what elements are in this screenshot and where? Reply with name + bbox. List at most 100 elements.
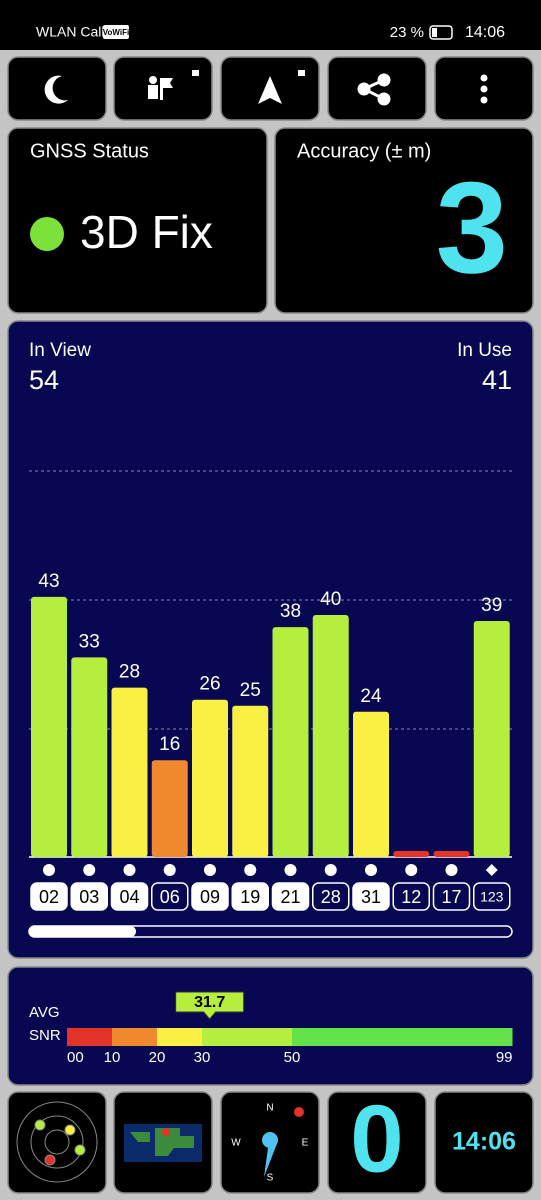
snr-panel [7,966,534,1086]
snr-bar [111,687,148,857]
compass-e: E [302,1138,309,1149]
sat-marker [204,864,216,876]
in-use-count: 41 [482,365,512,395]
scale-tick-label: 00 [67,1049,84,1066]
snr-bar [232,705,269,857]
counter-tile[interactable] [327,1091,427,1194]
snr-bar [71,657,108,857]
compass-w: W [231,1138,241,1149]
compass-hub [262,1132,278,1148]
radar-icon [16,1101,98,1183]
accuracy-value: 3 [436,154,508,300]
badge-bg [103,25,129,39]
sat-marker [485,864,498,876]
clock-tile-text: 14:06 [452,1128,516,1156]
snr-label: SNR [29,1027,61,1044]
scale-tick-label: 30 [194,1049,211,1066]
bar-label: 24 [360,686,382,707]
avg-pointer [175,991,245,1020]
scale-tick-label: 10 [104,1049,121,1066]
sat-marker [83,864,96,876]
accuracy-title: Accuracy (± m) [297,140,431,162]
navigate-icon [258,76,282,104]
map-icon [124,1124,202,1162]
sat-id: 21 [280,887,300,907]
bar-label: 26 [199,674,220,695]
sat-id: 123 [480,889,504,905]
sat-id: 09 [200,887,220,907]
bar-label: 25 [240,680,261,701]
status-badge: VoWiFi [103,28,129,37]
battery-text: 23 % [390,24,424,41]
gnss-title: GNSS Status [30,140,149,162]
clock-tile[interactable] [434,1091,534,1194]
clock: 14:06 [465,24,505,41]
bar-label: 39 [481,595,502,616]
sat-chip [70,882,108,911]
night-button[interactable] [7,56,107,121]
menu-icon [480,74,488,104]
fix-status: 3D Fix [80,206,213,258]
sat-chip [271,882,310,911]
sat-chip [191,882,229,911]
scroll-thumb[interactable] [29,926,136,937]
in-use-label: In Use [457,340,512,361]
snr-bar [393,850,430,857]
compass-s: S [267,1173,274,1184]
sat-chip [432,882,471,911]
scale-segment [157,1028,202,1046]
compass-n: N [266,1103,273,1114]
sat-marker [324,864,337,876]
battery-icon [429,25,453,40]
compass-dot [294,1107,304,1117]
grid [29,470,512,730]
snr-bar [151,760,188,857]
sat-id: 03 [79,887,99,907]
snr-bar [433,850,470,857]
sat-marker [163,864,176,876]
sat-id: 28 [321,887,341,907]
in-view-label: In View [29,340,91,361]
sat-chip [30,882,68,911]
snr-bar [192,699,228,857]
sat-id: 02 [39,887,59,907]
sat-chip [231,882,269,911]
avg-value: 31.7 [194,994,225,1011]
scale-tick-label: 99 [496,1049,513,1066]
sat-marker [284,864,297,876]
share-button[interactable] [327,56,427,121]
sat-id: 19 [240,887,260,907]
snr-bar [473,621,510,857]
battery-level [432,28,437,37]
snr-bar [312,615,349,857]
sat-marker [445,864,458,876]
sat-id: 31 [361,887,381,907]
in-view-count: 54 [29,365,59,395]
bar-label: 33 [79,631,100,652]
gnss-panel [7,127,268,314]
sat-id: 17 [441,887,461,907]
snr-bar [272,627,309,857]
people-icon [148,70,199,100]
counter-value: 0 [350,1085,403,1192]
sat-id: 04 [119,887,139,907]
bar-label: 16 [159,734,180,755]
scale-segment [112,1028,157,1046]
sat-chip [473,882,511,911]
sat-marker [244,864,257,876]
moon-icon [44,75,68,104]
snr-bar [31,596,67,857]
sat-chip [110,882,149,911]
snr-label: AVG [29,1004,60,1021]
status-text: WLAN Call [36,24,104,40]
accuracy-panel [274,127,534,314]
bar-label: 28 [119,662,140,683]
fix-indicator [30,217,64,251]
sat-marker [43,864,55,876]
radar-tile[interactable] [7,1091,107,1194]
scale-segment [67,1028,112,1046]
scale-segment [292,1028,513,1046]
sat-chip [392,882,430,911]
